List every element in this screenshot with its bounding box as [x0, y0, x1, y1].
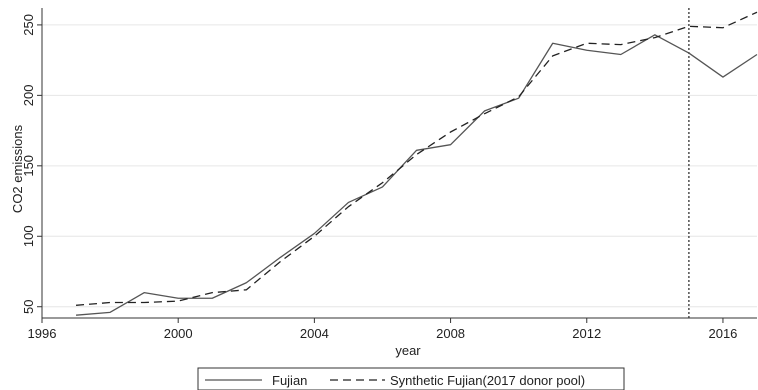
legend-label-fujian: Fujian — [272, 373, 307, 388]
legend-box — [197, 367, 625, 390]
y-ticks: 50 100 150 200 250 — [21, 14, 42, 314]
axes — [41, 8, 757, 319]
y-tick-label: 250 — [21, 14, 36, 36]
x-tick-label: 2016 — [708, 326, 737, 341]
legend: Fujian Synthetic Fujian(2017 donor pool) — [197, 367, 625, 390]
series-group — [75, 11, 758, 316]
x-tick-label: 2000 — [164, 326, 193, 341]
x-tick-label: 2008 — [436, 326, 465, 341]
gridlines — [42, 24, 757, 308]
y-tick-label: 200 — [21, 85, 36, 107]
x-axis-title: year — [395, 343, 421, 358]
series-line-synthetic-fujian — [75, 11, 758, 306]
x-tick-label: 1996 — [28, 326, 57, 341]
series-line-fujian — [75, 34, 758, 316]
y-tick-label: 100 — [21, 225, 36, 247]
y-tick-label: 50 — [21, 299, 36, 313]
y-tick-label: 150 — [21, 155, 36, 177]
y-axis-title: CO2 emissions — [10, 124, 25, 213]
legend-label-synthetic-fujian: Synthetic Fujian(2017 donor pool) — [390, 373, 585, 388]
x-tick-label: 2012 — [572, 326, 601, 341]
x-ticks: 1996 2000 2004 2008 2012 2016 — [28, 318, 737, 341]
x-tick-label: 2004 — [300, 326, 329, 341]
